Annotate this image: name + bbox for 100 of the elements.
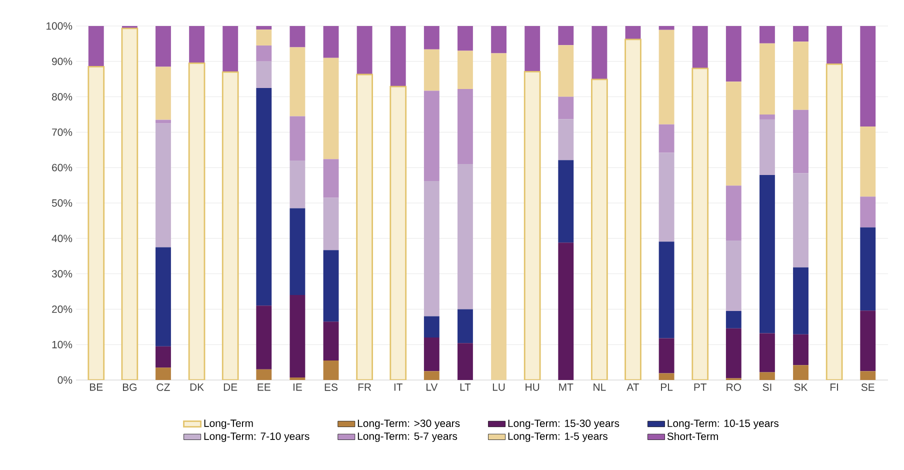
- bar: [760, 26, 775, 44]
- bar: [860, 26, 876, 127]
- legend-label: Long-Term: 15-30 years: [508, 420, 620, 430]
- bar: [323, 159, 339, 198]
- x-tick-label: PT: [694, 384, 707, 391]
- bar: [458, 343, 473, 380]
- bar: [323, 26, 339, 58]
- x-tick-label: AT: [626, 384, 640, 391]
- bar: [760, 372, 775, 380]
- x-tick-label: LV: [426, 384, 438, 391]
- bar: [156, 346, 171, 368]
- bar: [390, 86, 407, 380]
- bar: [256, 61, 272, 88]
- bar: [860, 126, 876, 197]
- y-tick-label: 90%: [52, 58, 72, 66]
- bar: [356, 74, 373, 380]
- bar: [458, 26, 473, 51]
- x-tick-label: IT: [394, 384, 403, 391]
- bar: [625, 26, 641, 40]
- legend-label: Short-Term: [667, 432, 718, 440]
- x-tick-label: DK: [190, 384, 204, 391]
- bar: [826, 26, 842, 64]
- bar: [558, 119, 574, 160]
- bar: [323, 250, 339, 322]
- y-tick-label: 70%: [52, 128, 72, 136]
- bar: [658, 373, 674, 380]
- bar: [356, 26, 372, 74]
- x-tick-label: RO: [726, 384, 741, 391]
- bar: [424, 26, 440, 50]
- y-tick-label: 60%: [52, 164, 72, 172]
- x-tick-label: FI: [830, 384, 838, 391]
- bar: [793, 267, 808, 334]
- x-tick-label: MT: [559, 384, 574, 391]
- bar: [860, 371, 876, 380]
- bar: [658, 242, 674, 338]
- bar: [424, 181, 440, 316]
- bar: [222, 26, 238, 72]
- bar: [290, 295, 306, 378]
- bar: [156, 123, 171, 248]
- bar: [491, 53, 506, 380]
- bar: [256, 26, 272, 30]
- bar: [524, 70, 541, 380]
- bar: [121, 28, 138, 380]
- x-tick-label: IE: [293, 384, 302, 391]
- bar: [793, 26, 808, 42]
- x-tick-label: HU: [526, 384, 540, 391]
- bar: [156, 247, 171, 346]
- bar: [524, 26, 540, 72]
- x-tick-label: DE: [224, 384, 238, 391]
- y-tick-label: 0%: [58, 376, 72, 384]
- bar: [323, 198, 339, 250]
- bar: [188, 62, 206, 380]
- bar: [256, 369, 272, 380]
- bar: [323, 360, 339, 380]
- bar: [189, 26, 205, 64]
- bar: [491, 26, 506, 54]
- bar: [558, 242, 574, 380]
- legend-label: Long-Term: [204, 420, 253, 430]
- bar: [692, 68, 709, 380]
- bar: [592, 26, 608, 80]
- bar: [156, 26, 171, 67]
- x-tick-label: PL: [661, 384, 673, 391]
- bar: [658, 152, 674, 242]
- bar: [726, 26, 742, 82]
- bar: [624, 38, 642, 380]
- bar: [860, 227, 876, 311]
- bar: [424, 316, 440, 338]
- bar: [323, 322, 339, 361]
- bar: [760, 175, 775, 334]
- bar: [793, 110, 808, 174]
- x-tick-label: SI: [762, 384, 772, 391]
- bar: [424, 90, 440, 182]
- bar: [558, 160, 574, 243]
- bar: [558, 45, 574, 97]
- legend-label: Long-Term: 1-5 years: [508, 432, 608, 442]
- bar: [156, 66, 171, 120]
- x-tick-label: BE: [90, 384, 103, 391]
- y-tick-label: 100%: [46, 22, 72, 30]
- y-tick-label: 20%: [52, 306, 72, 313]
- bar: [591, 78, 608, 380]
- bar: [458, 164, 473, 310]
- legend-label: Long-Term: 5-7 years: [358, 432, 458, 442]
- bar: [726, 186, 742, 241]
- bar: [760, 333, 775, 372]
- bar: [793, 173, 808, 268]
- bar: [558, 96, 574, 120]
- bar: [760, 119, 775, 176]
- bar: [726, 240, 742, 311]
- bar: [323, 58, 339, 160]
- x-tick-label: LU: [492, 384, 505, 391]
- bar: [793, 365, 808, 380]
- x-tick-label: NL: [594, 384, 606, 391]
- bar: [658, 338, 674, 374]
- x-tick-label: LT: [460, 384, 471, 391]
- bar: [424, 371, 440, 380]
- x-tick-label: ES: [324, 384, 338, 391]
- bar: [256, 88, 272, 306]
- x-tick-label: SE: [861, 384, 874, 391]
- bar: [458, 89, 473, 164]
- y-tick-label: 80%: [52, 93, 72, 101]
